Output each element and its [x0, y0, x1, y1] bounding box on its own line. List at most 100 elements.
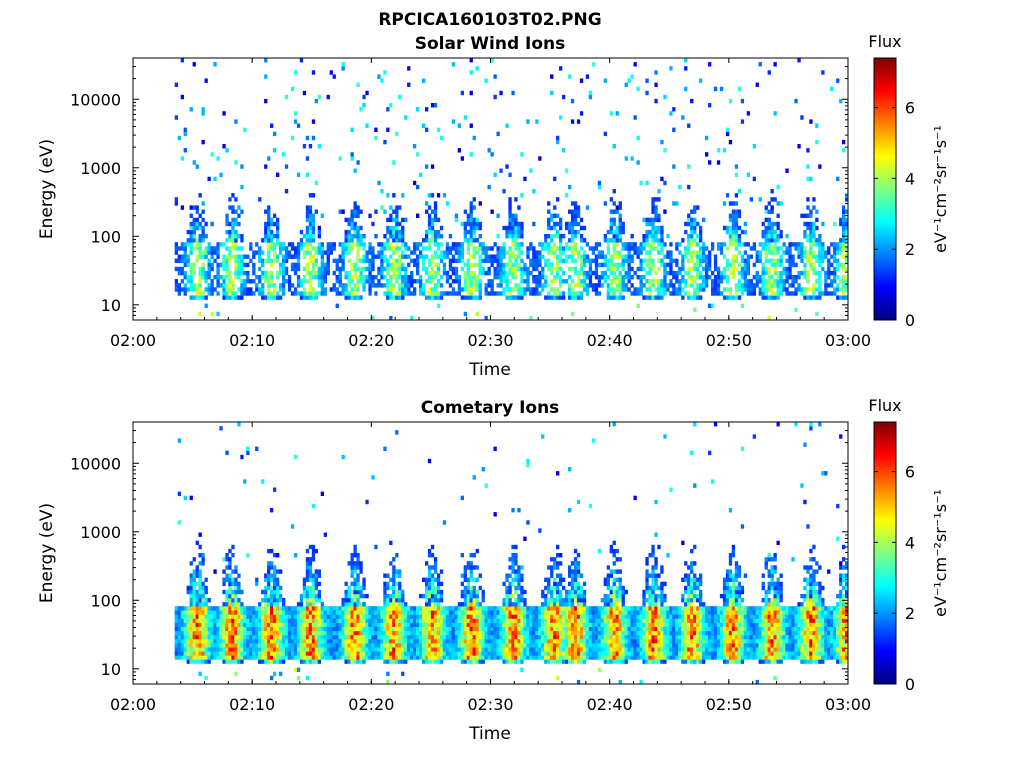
heatmap-cell: [579, 295, 584, 300]
heatmap-cell: [448, 246, 453, 251]
heatmap-cell: [273, 254, 277, 259]
heatmap-cell: [353, 577, 357, 582]
heatmap-cell: [380, 606, 384, 611]
heatmap-cell: [770, 279, 774, 284]
heatmap-cell: [273, 671, 277, 677]
heatmap-cell: [398, 238, 402, 243]
heatmap-cell: [267, 291, 271, 296]
heatmap-cell: [416, 634, 420, 640]
heatmap-cell: [645, 238, 649, 243]
heatmap-cell: [320, 270, 324, 276]
heatmap-cell: [559, 242, 563, 247]
heatmap-cell: [490, 262, 494, 268]
heatmap-cells: [174, 422, 849, 685]
heatmap-cell: [308, 585, 313, 591]
heatmap-cell: [508, 229, 512, 235]
heatmap-cell: [842, 217, 846, 223]
heatmap-cell: [353, 225, 357, 231]
heatmap-cell: [362, 622, 366, 627]
heatmap-cell: [204, 598, 208, 603]
heatmap-cell: [192, 266, 196, 272]
heatmap-cell: [240, 651, 244, 656]
heatmap-cell: [219, 643, 223, 648]
heatmap-cell: [448, 626, 453, 632]
heatmap-cell: [237, 659, 241, 664]
heatmap-cell: [585, 258, 590, 263]
heatmap-cell: [252, 606, 256, 611]
heatmap-cell: [341, 622, 345, 627]
heatmap-cell: [818, 270, 822, 276]
heatmap-cell: [794, 242, 798, 247]
heatmap-cell: [282, 287, 286, 292]
heatmap-cell: [329, 634, 333, 640]
heatmap-cell: [508, 246, 512, 251]
heatmap-cell: [651, 266, 655, 272]
heatmap-cell: [472, 279, 476, 284]
heatmap-cell: [180, 639, 184, 644]
heatmap-cell: [308, 254, 313, 259]
heatmap-cell: [508, 266, 512, 272]
heatmap-cell: [210, 246, 214, 251]
heatmap-cell: [484, 270, 488, 276]
heatmap-cell: [505, 283, 509, 288]
heatmap-cell: [526, 119, 530, 124]
heatmap-cell: [228, 234, 232, 239]
heatmap-cell: [419, 647, 423, 652]
heatmap-cell: [404, 275, 408, 280]
heatmap-cell: [547, 283, 551, 288]
heatmap-cell: [618, 279, 622, 284]
heatmap-cell: [445, 614, 450, 619]
heatmap-cell: [508, 250, 512, 255]
heatmap-cell: [344, 581, 348, 587]
heatmap-cell: [508, 291, 512, 296]
heatmap-cell: [293, 553, 298, 558]
heatmap-cell: [267, 156, 271, 161]
heatmap-cell: [514, 258, 518, 263]
heatmap-cell: [648, 279, 652, 284]
heatmap-cell: [600, 254, 604, 259]
heatmap-cell: [225, 610, 229, 615]
heatmap-cell: [800, 242, 804, 247]
heatmap-cell: [758, 197, 762, 202]
heatmap-cell: [716, 283, 721, 288]
heatmap-cell: [192, 569, 196, 574]
heatmap-cell: [448, 606, 453, 611]
heatmap-cell: [320, 647, 324, 652]
heatmap-cell: [383, 139, 387, 145]
heatmap-cell: [767, 242, 771, 247]
heatmap-cell: [231, 647, 235, 652]
heatmap-cell: [562, 258, 566, 263]
heatmap-cell: [484, 606, 488, 611]
heatmap-cell: [797, 246, 801, 251]
heatmap-cell: [401, 639, 405, 644]
heatmap-cell: [201, 266, 205, 272]
heatmap-cell: [356, 225, 360, 231]
heatmap-cell: [249, 606, 253, 611]
heatmap-cell: [737, 209, 742, 214]
heatmap-cell: [582, 225, 587, 231]
heatmap-cell: [201, 209, 205, 214]
heatmap-cell: [469, 634, 473, 640]
heatmap-cell: [326, 630, 330, 636]
heatmap-cell: [270, 548, 274, 554]
heatmap-cell: [776, 184, 780, 190]
heatmap-cell: [630, 74, 634, 79]
heatmap-cell: [511, 234, 515, 239]
heatmap-cell: [681, 295, 685, 300]
heatmap-cell: [252, 634, 256, 640]
heatmap-cell: [261, 479, 265, 484]
heatmap-cell: [740, 283, 745, 288]
heatmap-cell: [433, 622, 438, 627]
heatmap-cell: [207, 651, 211, 656]
heatmap-cell: [734, 242, 739, 247]
heatmap-cell: [508, 197, 512, 202]
heatmap-cell: [270, 630, 274, 636]
heatmap-cell: [258, 639, 262, 644]
heatmap-cell: [693, 254, 697, 259]
heatmap-cell: [335, 291, 339, 296]
heatmap-cell: [842, 275, 846, 280]
heatmap-cell: [365, 643, 369, 648]
heatmap-cell: [192, 659, 196, 664]
heatmap-cell: [207, 176, 211, 182]
heatmap-cell: [213, 246, 217, 251]
